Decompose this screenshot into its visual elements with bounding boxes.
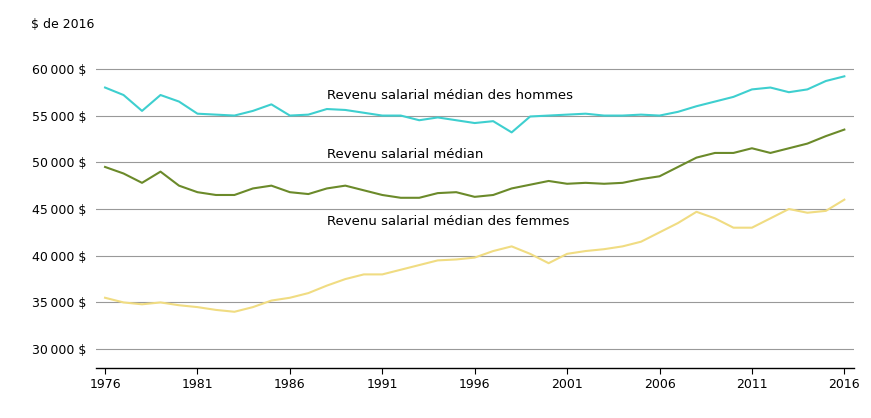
Text: Revenu salarial médian des hommes: Revenu salarial médian des hommes [327,89,573,102]
Text: $ de 2016: $ de 2016 [31,18,95,31]
Text: Revenu salarial médian: Revenu salarial médian [327,148,483,161]
Text: Revenu salarial médian des femmes: Revenu salarial médian des femmes [327,215,570,228]
